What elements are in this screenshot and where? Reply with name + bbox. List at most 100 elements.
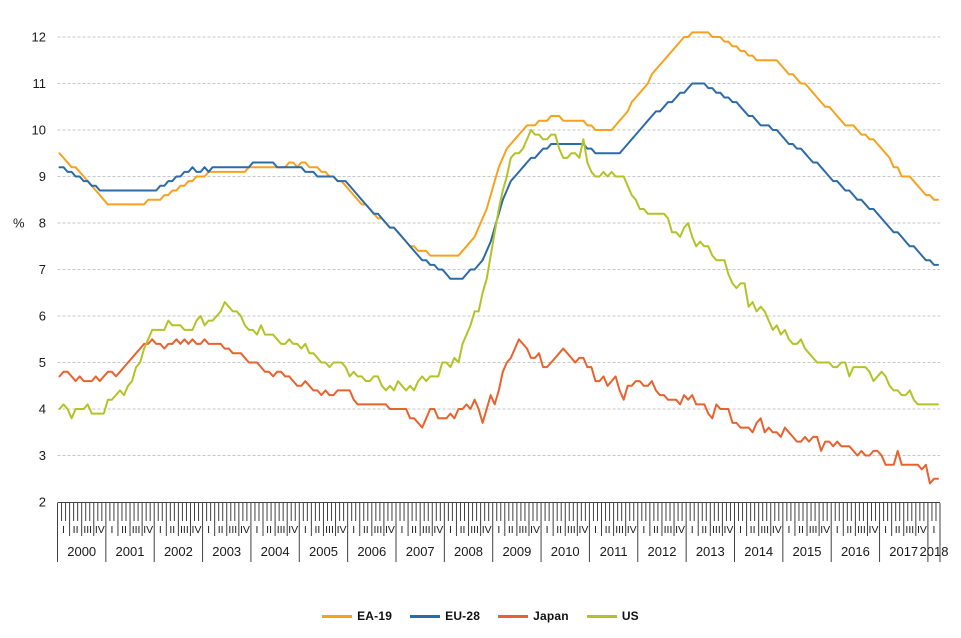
quarter-tick-label: III [567, 524, 576, 536]
legend-swatch-japan [498, 614, 529, 618]
y-tick-label: 6 [39, 309, 46, 324]
quarter-tick-label: I [787, 524, 790, 536]
legend-swatch-eu28 [410, 614, 441, 618]
quarter-tick-label: II [169, 524, 175, 536]
quarter-tick-label: III [519, 524, 528, 536]
legend-label-eu28: EU-28 [445, 609, 481, 623]
quarter-tick-label: I [159, 524, 162, 536]
quarter-tick-label: IV [95, 524, 105, 536]
quarter-tick-label: III [325, 524, 334, 536]
quarter-tick-label: III [809, 524, 818, 536]
year-tick-label: 2004 [261, 544, 290, 559]
year-tick-label: 2015 [793, 544, 822, 559]
quarter-tick-label: II [460, 524, 466, 536]
quarter-tick-label: III [615, 524, 624, 536]
legend-swatch-us [586, 614, 617, 618]
legend-label-japan: Japan [533, 609, 569, 623]
quarter-tick-label: III [374, 524, 383, 536]
y-tick-label: 11 [33, 76, 47, 91]
quarter-tick-label: I [691, 524, 694, 536]
quarter-tick-label: II [411, 524, 417, 536]
year-tick-label: 2009 [502, 544, 531, 559]
quarter-tick-label: II [218, 524, 224, 536]
quarter-tick-label: II [895, 524, 901, 536]
quarter-tick-label: II [846, 524, 852, 536]
x-axis [57, 502, 941, 562]
legend-item-eu28: EU-28 [410, 609, 480, 623]
quarter-tick-label: IV [675, 524, 685, 536]
quarter-tick-label: I [352, 524, 355, 536]
quarter-tick-label: I [642, 524, 645, 536]
quarter-tick-label: II [701, 524, 707, 536]
quarter-tick-label: IV [240, 524, 250, 536]
quarter-tick-label: II [73, 524, 79, 536]
y-tick-label: 5 [39, 355, 46, 370]
quarter-tick-label: I [62, 524, 65, 536]
legend-item-ea19: EA-19 [322, 609, 392, 623]
quarter-tick-label: I [110, 524, 113, 536]
y-tick-label: 9 [39, 169, 46, 184]
year-tick-label: 2018 [920, 544, 949, 559]
year-tick-label: 2006 [357, 544, 386, 559]
year-tick-label: 2003 [212, 544, 241, 559]
quarter-tick-label: IV [917, 524, 927, 536]
quarter-tick-label: IV [433, 524, 443, 536]
quarter-tick-label: III [857, 524, 866, 536]
quarter-tick-label: I [497, 524, 500, 536]
y-tick-label: 8 [39, 216, 46, 231]
quarter-tick-label: IV [482, 524, 492, 536]
quarter-tick-label: I [933, 524, 936, 536]
quarter-tick-label: III [664, 524, 673, 536]
year-tick-label: 2010 [551, 544, 580, 559]
legend-swatch-ea19 [322, 614, 353, 618]
quarter-tick-label: I [594, 524, 597, 536]
quarter-tick-label: I [449, 524, 452, 536]
quarter-tick-label: II [121, 524, 127, 536]
quarter-tick-label: I [884, 524, 887, 536]
y-axis-labels: 2 3 4 5 6 7 8 9 10 11 12% [13, 30, 46, 510]
series-line-us [58, 129, 939, 420]
quarter-tick-label: II [508, 524, 514, 536]
quarter-tick-label: I [401, 524, 404, 536]
quarter-tick-label: III [228, 524, 237, 536]
y-tick-label: 12 [32, 30, 46, 45]
quarter-tick-label: III [83, 524, 92, 536]
quarter-tick-label: III [905, 524, 914, 536]
quarter-tick-label: III [470, 524, 479, 536]
series-line-japan [58, 338, 939, 485]
year-tick-label: 2007 [406, 544, 435, 559]
year-tick-label: 2016 [841, 544, 870, 559]
quarter-tick-label: I [739, 524, 742, 536]
quarter-tick-label: II [653, 524, 659, 536]
quarter-tick-label: IV [288, 524, 298, 536]
quarter-tick-label: II [605, 524, 611, 536]
y-axis-unit-label: % [13, 216, 25, 231]
quarter-tick-label: IV [869, 524, 879, 536]
year-tick-label: 2014 [744, 544, 773, 559]
year-tick-label: 2000 [67, 544, 96, 559]
quarter-tick-label: II [266, 524, 272, 536]
quarter-tick-label: IV [385, 524, 395, 536]
y-tick-label: 7 [39, 262, 46, 277]
quarter-tick-label: III [422, 524, 431, 536]
quarter-tick-label: IV [772, 524, 782, 536]
quarter-tick-label: II [798, 524, 804, 536]
quarter-tick-label: IV [723, 524, 733, 536]
quarter-tick-label: IV [143, 524, 153, 536]
quarter-tick-label: IV [627, 524, 637, 536]
quarter-tick-label: III [180, 524, 189, 536]
quarter-tick-label: III [132, 524, 141, 536]
quarter-tick-label: II [314, 524, 320, 536]
quarter-tick-label: I [256, 524, 259, 536]
year-tick-label: 2017 [889, 544, 918, 559]
y-tick-label: 3 [39, 448, 46, 463]
quarter-tick-label: I [546, 524, 549, 536]
quarter-tick-label: II [363, 524, 369, 536]
quarter-tick-label: IV [530, 524, 540, 536]
quarter-tick-label: II [750, 524, 756, 536]
year-tick-label: 2008 [454, 544, 483, 559]
legend-item-japan: Japan [498, 609, 569, 623]
quarter-tick-label: I [207, 524, 210, 536]
year-tick-label: 2012 [648, 544, 677, 559]
